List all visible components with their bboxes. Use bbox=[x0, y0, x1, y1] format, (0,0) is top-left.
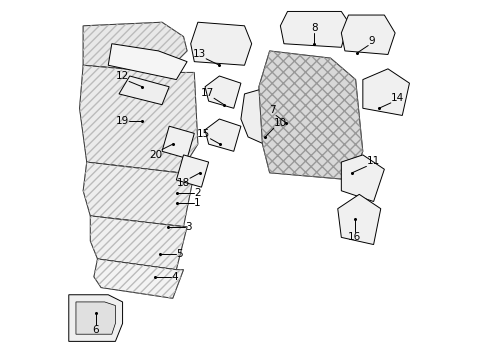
Text: 16: 16 bbox=[347, 232, 361, 242]
Text: 5: 5 bbox=[176, 248, 183, 258]
Text: 14: 14 bbox=[390, 93, 403, 103]
Text: 17: 17 bbox=[201, 88, 214, 98]
Polygon shape bbox=[83, 162, 194, 226]
Polygon shape bbox=[337, 194, 380, 244]
Polygon shape bbox=[280, 12, 348, 47]
Polygon shape bbox=[119, 76, 169, 105]
Text: 19: 19 bbox=[116, 116, 129, 126]
Polygon shape bbox=[204, 76, 241, 108]
Text: 20: 20 bbox=[148, 149, 162, 159]
Text: 18: 18 bbox=[176, 178, 190, 188]
Polygon shape bbox=[341, 15, 394, 54]
Polygon shape bbox=[341, 155, 384, 202]
Text: 9: 9 bbox=[367, 36, 374, 45]
Polygon shape bbox=[204, 119, 241, 151]
Polygon shape bbox=[76, 302, 115, 334]
Text: 11: 11 bbox=[366, 156, 379, 166]
Text: 6: 6 bbox=[92, 325, 99, 335]
Text: 7: 7 bbox=[269, 105, 276, 116]
Text: 15: 15 bbox=[197, 129, 210, 139]
Polygon shape bbox=[80, 65, 198, 173]
Text: 8: 8 bbox=[310, 23, 317, 33]
Polygon shape bbox=[362, 69, 408, 116]
Polygon shape bbox=[83, 22, 187, 72]
Polygon shape bbox=[94, 259, 183, 298]
Polygon shape bbox=[241, 87, 298, 151]
Text: 3: 3 bbox=[185, 222, 192, 231]
Polygon shape bbox=[258, 51, 362, 180]
Polygon shape bbox=[176, 155, 208, 187]
Polygon shape bbox=[108, 44, 187, 80]
Polygon shape bbox=[190, 22, 251, 65]
Polygon shape bbox=[90, 216, 187, 270]
Text: 1: 1 bbox=[194, 198, 201, 208]
Text: 12: 12 bbox=[116, 71, 129, 81]
Text: 13: 13 bbox=[192, 49, 206, 59]
Polygon shape bbox=[162, 126, 194, 158]
Text: 2: 2 bbox=[194, 188, 201, 198]
Text: 4: 4 bbox=[171, 272, 177, 282]
Polygon shape bbox=[69, 295, 122, 341]
Text: 10: 10 bbox=[273, 118, 286, 128]
